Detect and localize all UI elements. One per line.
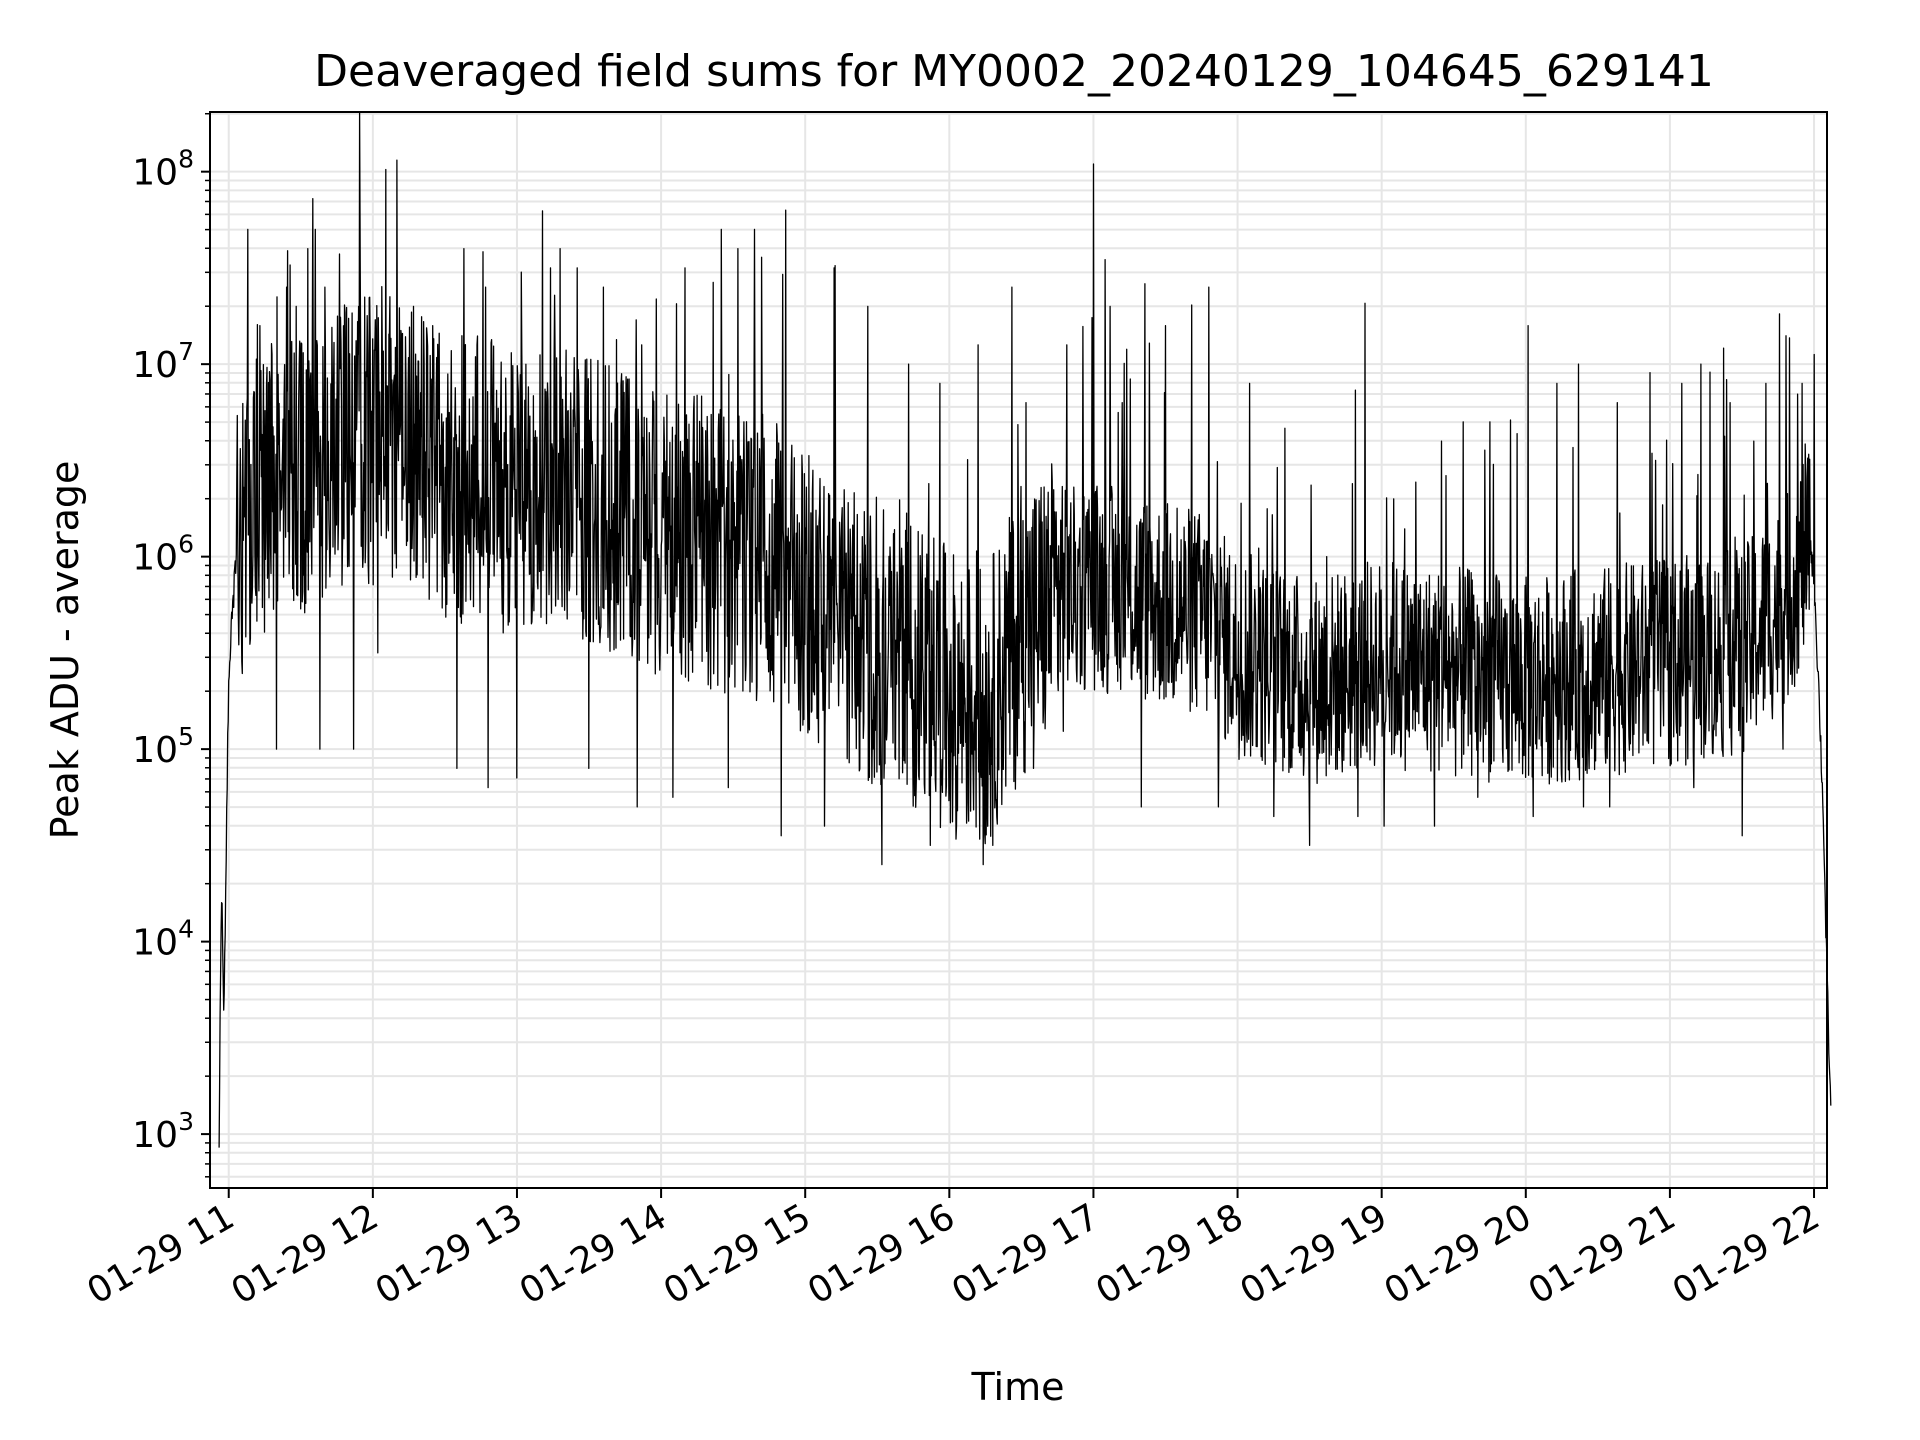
y-axis: 103 104 105 106 107 108	[132, 112, 210, 1178]
y-tick-label: 103	[132, 1107, 194, 1156]
y-tick-label: 104	[132, 915, 194, 964]
y-tick-label: 106	[132, 530, 194, 579]
y-axis-label: Peak ADU - average	[43, 461, 87, 840]
axes-frame	[209, 111, 1828, 1189]
y-tick-label: 105	[132, 722, 194, 771]
series-line	[218, 111, 1832, 1148]
plot-area	[218, 111, 1832, 1148]
y-tick-label: 108	[132, 145, 194, 194]
x-axis-label: Time	[971, 1365, 1065, 1409]
y-tick-label: 107	[132, 337, 194, 386]
chart-title: Deaveraged field sums for MY0002_2024012…	[314, 46, 1714, 97]
